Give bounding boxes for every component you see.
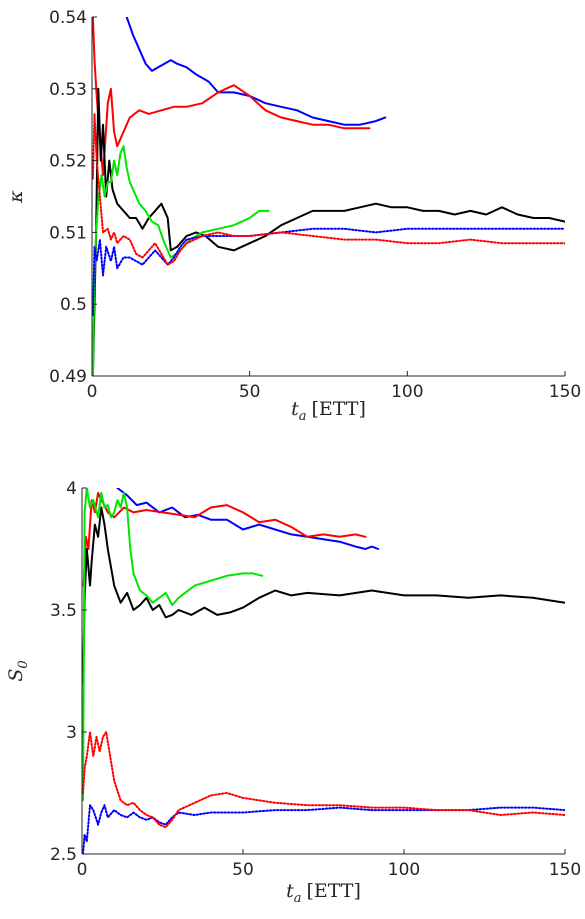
y-tick-label: 0.51 xyxy=(49,223,87,243)
x-tick-label: 50 xyxy=(232,860,254,880)
series-line-3-solid xyxy=(92,87,565,376)
x-tick-label: 150 xyxy=(549,382,581,402)
x-axis-label: ta [ETT] xyxy=(291,398,366,424)
y-axis-label: S0 xyxy=(5,660,31,681)
y-tick-label: 0.53 xyxy=(49,80,87,100)
y-tick-label: 2.5 xyxy=(50,845,77,865)
y-tick-label: 3 xyxy=(66,723,77,743)
series-line-4-solid xyxy=(92,145,270,376)
series-line-5-dotted xyxy=(82,804,565,854)
series-line-6-dotted xyxy=(82,731,565,829)
x-axis-label: ta [ETT] xyxy=(286,880,361,906)
series-line-4-solid xyxy=(82,488,264,802)
x-tick-label: 50 xyxy=(239,382,261,402)
series-line-5-dotted xyxy=(92,227,565,316)
series-line-3-solid xyxy=(82,506,565,685)
series-line-2-solid xyxy=(82,491,367,587)
kappa-plot: 0 50 100 150 0.49 0.5 0.51 0.52 0.53 0.54 ta [ETT] κ xyxy=(5,8,581,424)
y-axis-label: κ xyxy=(5,190,27,204)
y-tick-label: 0.49 xyxy=(49,367,87,387)
y-tick-label: 4 xyxy=(66,479,77,499)
series-group xyxy=(92,17,565,376)
x-tick-label: 100 xyxy=(391,382,423,402)
s0-plot: 0 50 100 150 2.5 3 3.5 4 ta [ETT] S0 xyxy=(5,479,581,906)
series-line-6-dotted xyxy=(92,112,565,266)
y-tick-label: 3.5 xyxy=(50,601,77,621)
x-tick-label: 150 xyxy=(549,860,581,880)
y-tick-label: 0.54 xyxy=(49,8,87,28)
series-line-1-solid xyxy=(125,17,387,126)
x-tick-label: 0 xyxy=(87,382,98,402)
x-tick-label: 0 xyxy=(77,860,88,880)
series-group xyxy=(82,488,565,854)
y-tick-label: 0.52 xyxy=(49,152,87,172)
series-line-2-solid xyxy=(92,17,371,176)
y-tick-label: 0.5 xyxy=(60,295,87,315)
x-tick-label: 100 xyxy=(388,860,420,880)
series-line-1-solid xyxy=(116,488,380,550)
